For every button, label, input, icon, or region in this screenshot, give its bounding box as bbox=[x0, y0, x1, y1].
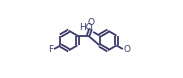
Text: O: O bbox=[123, 45, 130, 54]
Text: HO: HO bbox=[79, 23, 93, 32]
Text: O: O bbox=[87, 18, 94, 27]
Text: F: F bbox=[49, 45, 54, 54]
